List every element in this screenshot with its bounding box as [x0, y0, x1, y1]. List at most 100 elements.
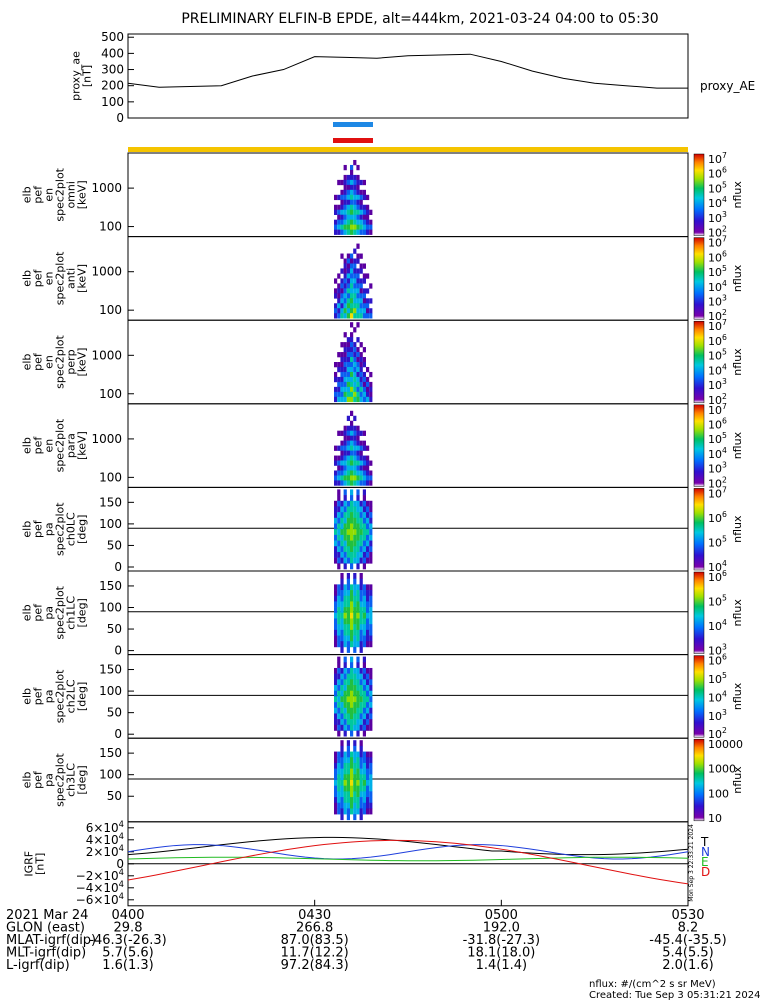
panel-ytick-label: 0 [114, 727, 122, 741]
x-row-value: 1.4(1.4) [476, 958, 528, 973]
spectrogram-cell [340, 757, 344, 764]
spectrogram-cell [340, 366, 344, 373]
spectrogram-cell [353, 791, 357, 798]
spectrogram-cell [353, 745, 357, 752]
spectrogram-cell [369, 534, 373, 541]
spectrogram-cell [337, 500, 341, 507]
spectrogram-cell [340, 308, 344, 314]
spectrogram-cell [362, 641, 366, 648]
panel-ylabel: pef [32, 436, 45, 455]
spectrogram-cell [334, 229, 338, 235]
spectrogram-cell [346, 465, 350, 471]
spectrogram-cell [343, 263, 347, 269]
spectrogram-cell [353, 313, 357, 319]
spectrogram-cell [346, 199, 350, 206]
spectrogram-cell [334, 618, 338, 625]
spectrogram-cell [359, 179, 363, 186]
spectrogram-cell [366, 506, 370, 513]
spectrogram-cell [356, 724, 360, 731]
colorbar-tick-label: 107 [708, 318, 727, 333]
spectrogram-cell [366, 470, 370, 476]
spectrogram-cell [362, 263, 366, 269]
spectrogram-cell [356, 641, 360, 648]
spectrogram-cell [369, 557, 373, 564]
spectrogram-cell [353, 512, 357, 519]
spectrogram-cell [350, 475, 354, 481]
spectrogram-cell [362, 455, 366, 461]
spectrogram-cell [353, 248, 357, 254]
spectrogram-cell [340, 268, 344, 274]
spectrogram-cell [334, 751, 338, 758]
panel-ylabel: pef [32, 352, 45, 371]
spectrogram-cell [350, 673, 354, 680]
spectrogram-cell [334, 396, 338, 403]
spectrogram-cell [353, 607, 357, 614]
panel-frame [127, 403, 689, 488]
spectrogram-cell [343, 440, 347, 446]
spectrogram-cell [356, 707, 360, 714]
spectrogram-cell [334, 506, 338, 513]
spectrogram-cell [346, 308, 350, 314]
spectrogram-cell [350, 590, 354, 597]
igrf-D-line [127, 839, 689, 885]
panel-ytick-label: 150 [99, 663, 122, 677]
spectrogram-cell [362, 685, 366, 692]
spectrogram-cell [353, 719, 357, 726]
spectrogram-cell [359, 774, 363, 781]
spectrogram-cell [337, 656, 341, 663]
spectrogram-cell [337, 293, 341, 299]
spectrogram-cell [353, 283, 357, 289]
panel-ylabel: pa [43, 773, 56, 787]
x-row-value: 11.7(12.2) [281, 945, 349, 960]
spectrogram-cell [359, 696, 363, 703]
spectrogram-cell [337, 808, 341, 815]
spectrogram-cell [350, 470, 354, 476]
panel-ytick-label: 50 [107, 538, 122, 552]
spectrogram-cell [362, 785, 366, 792]
spectrogram-cell [346, 635, 350, 642]
spectrogram-cell [343, 376, 347, 383]
panel-ylabel: ch1LC [65, 596, 78, 630]
colorbar-tick-label: 105 [708, 348, 727, 363]
spectrogram-cell [362, 584, 366, 591]
spectrogram-cell [356, 656, 360, 663]
spectrogram-cell [359, 219, 363, 225]
spectrogram-cell [353, 278, 357, 284]
spectrogram-cell [362, 386, 366, 393]
spectrogram-cell [334, 791, 338, 798]
spectrogram-cell [350, 612, 354, 619]
spectrogram-cell [334, 517, 338, 524]
spectrogram-cell [362, 308, 366, 314]
spectrogram-cell [340, 362, 344, 368]
spectrogram-cell [366, 517, 370, 524]
spectrogram-cell [337, 785, 341, 792]
panel-ytick-label: 0 [114, 644, 122, 658]
spectrogram-cell [353, 624, 357, 631]
spectrogram-cell [343, 293, 347, 299]
spectrogram-cell [343, 430, 347, 436]
spectrogram-cell [369, 313, 373, 319]
x-row-value: 5.7(5.6) [102, 945, 154, 960]
colorbar [693, 404, 705, 487]
spectrogram-cell [346, 342, 350, 348]
spectrogram-cell [362, 751, 366, 758]
spectrogram-cell [340, 685, 344, 692]
spectrogram-cell [356, 624, 360, 631]
spectrogram-cell [343, 517, 347, 524]
colorbar-tick-label: 106 [708, 569, 727, 584]
spectrogram-cell [366, 534, 370, 541]
spectrogram-cell [350, 420, 354, 426]
spectrogram-cell [337, 362, 341, 368]
spectrogram-cell [356, 357, 360, 363]
spectrogram-cell [353, 679, 357, 686]
spectrogram-cell [346, 288, 350, 294]
colorbar-tick-label: 104 [708, 559, 727, 574]
spectrogram-cell [340, 480, 344, 486]
spectrogram-cell [350, 381, 354, 388]
spectrogram-cell [334, 460, 338, 466]
spectrogram-cell [353, 450, 357, 456]
spectrogram-cell [340, 802, 344, 809]
spectrogram-cell [337, 489, 341, 496]
spectrogram-cell [356, 607, 360, 614]
